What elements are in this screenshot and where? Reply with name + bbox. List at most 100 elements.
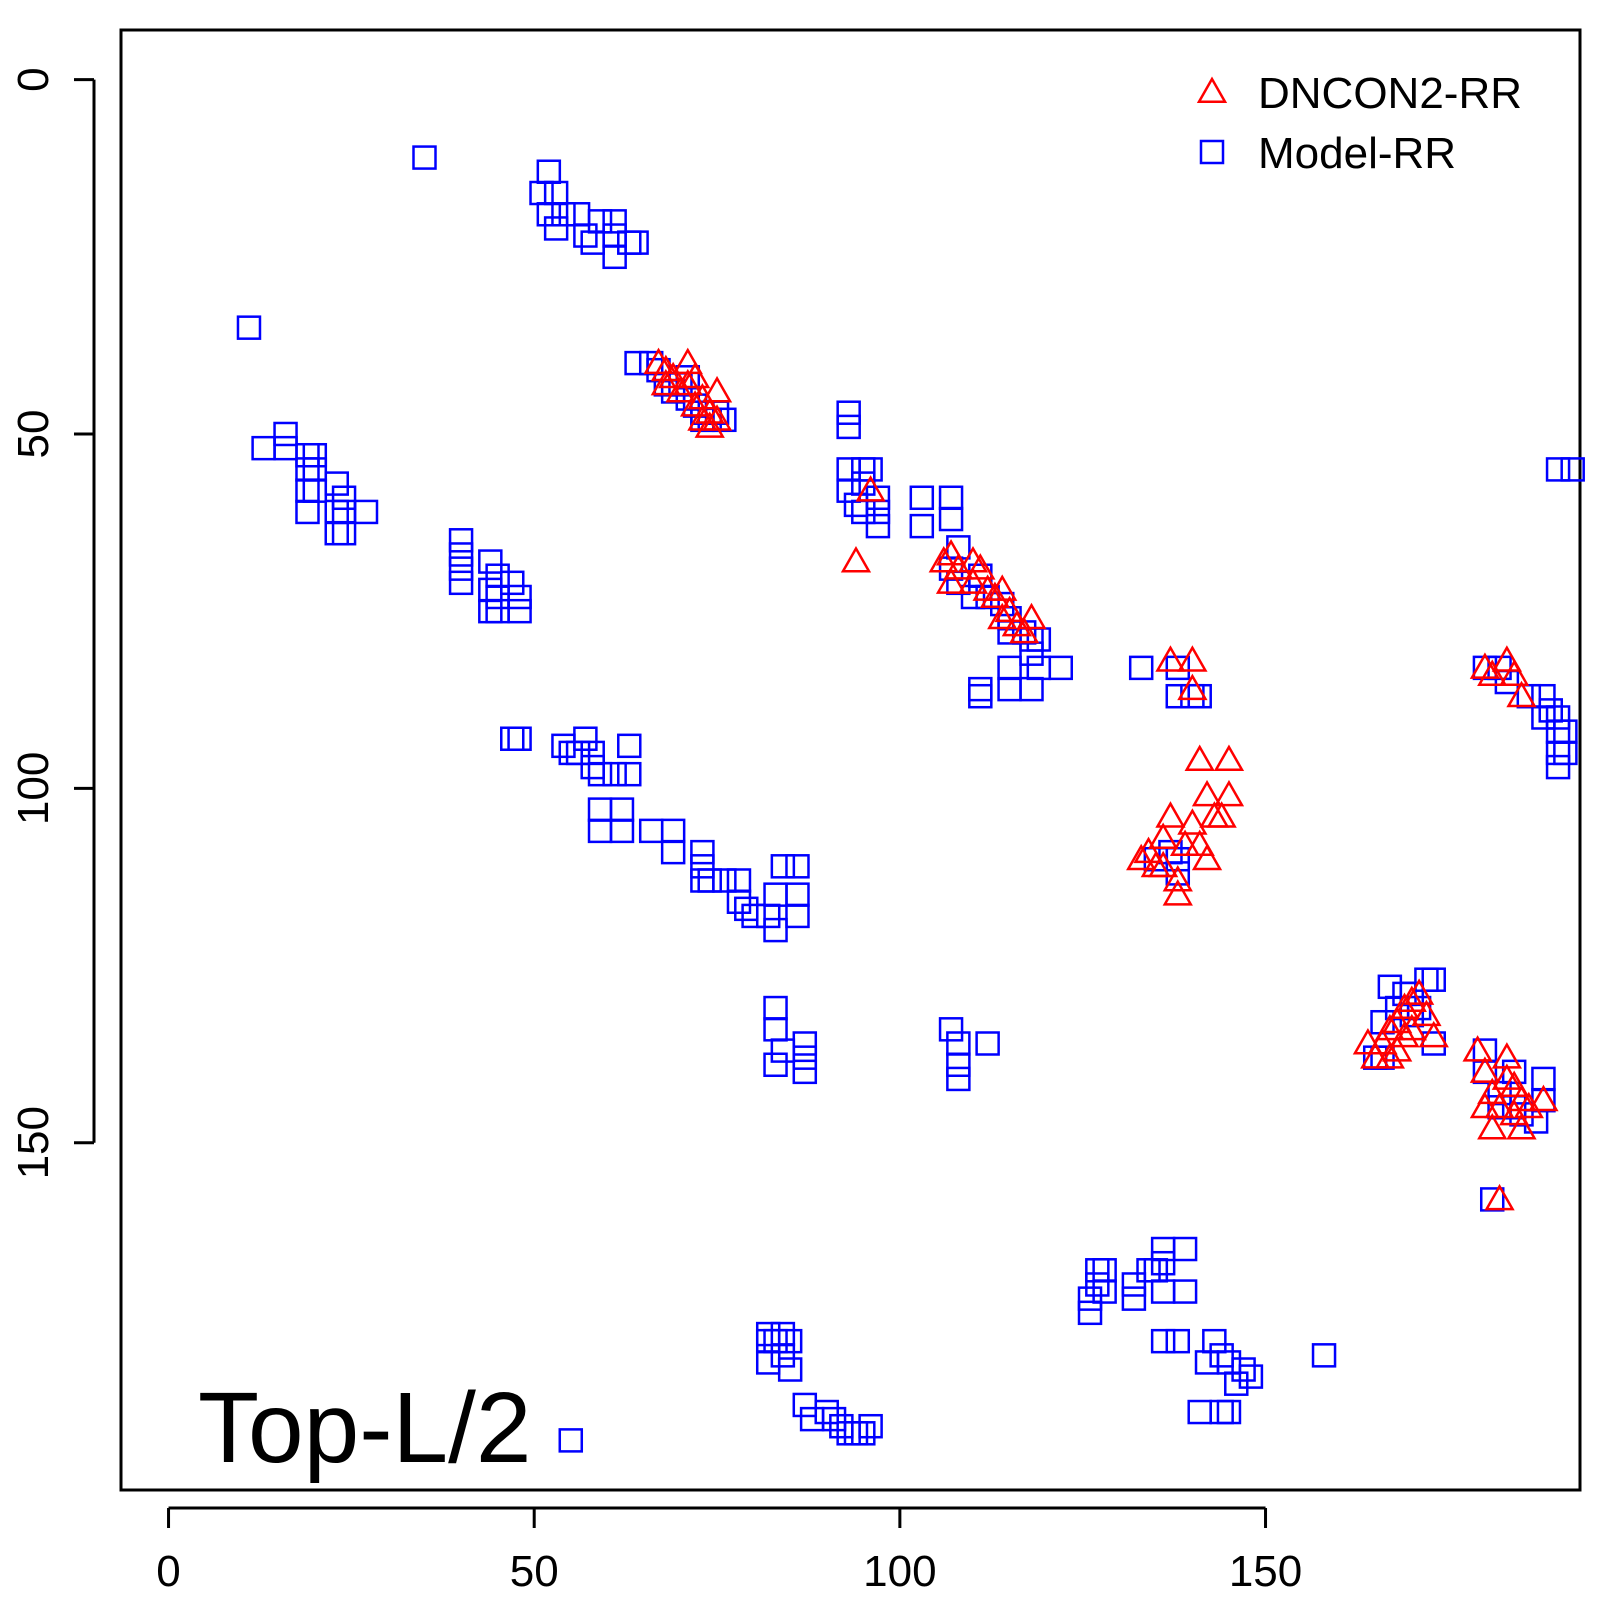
data-point-square — [785, 854, 810, 879]
data-point-square — [507, 584, 532, 610]
data-point-square — [1150, 1236, 1176, 1262]
data-point-square — [792, 1392, 818, 1418]
data-point-triangle — [1367, 1027, 1398, 1055]
data-point-triangle — [1469, 652, 1501, 679]
data-point-square — [975, 1031, 1000, 1056]
data-point-triangle — [687, 404, 718, 431]
data-point-square — [1545, 705, 1571, 730]
data-point-triangle — [1213, 744, 1245, 771]
data-point-triangle — [694, 411, 725, 438]
data-point-triangle — [1491, 645, 1523, 672]
data-point-triangle — [1382, 1035, 1413, 1062]
data-point-square — [573, 726, 598, 751]
data-point-square — [712, 868, 737, 893]
series-model-rr — [236, 145, 1585, 1453]
data-point-square — [558, 740, 584, 766]
data-point-square — [529, 180, 554, 206]
data-point-triangle — [643, 347, 674, 375]
data-point-triangle — [1382, 1006, 1413, 1034]
data-point-square — [1165, 1328, 1191, 1354]
data-point-square — [1019, 676, 1044, 702]
data-point-square — [1531, 705, 1556, 730]
data-point-square — [448, 556, 474, 581]
data-point-triangle — [1177, 808, 1208, 835]
data-point-square — [755, 1350, 781, 1375]
data-point-triangle — [1484, 1183, 1515, 1211]
data-point-square — [617, 733, 642, 759]
data-point-square — [587, 818, 613, 844]
data-point-square — [565, 202, 591, 227]
data-point-square — [251, 435, 276, 461]
data-point-square — [1128, 655, 1154, 681]
data-point-square — [938, 506, 964, 532]
data-point-square — [1092, 1279, 1117, 1304]
data-point-square — [1216, 1399, 1242, 1425]
data-point-square — [968, 683, 993, 709]
data-point-square — [587, 761, 613, 787]
data-point-square — [1421, 967, 1446, 992]
series-dncon2-rr — [643, 347, 1559, 1211]
data-point-square — [236, 315, 262, 340]
data-point-triangle — [1499, 659, 1530, 686]
data-point-square — [829, 1413, 854, 1439]
legend-marker-triangle — [1196, 76, 1228, 103]
data-point-square — [843, 1421, 869, 1446]
data-point-square — [580, 230, 605, 255]
data-point-square — [448, 542, 474, 567]
data-point-triangle — [1133, 836, 1164, 864]
data-point-square — [909, 485, 935, 511]
data-point-square — [1187, 1399, 1212, 1425]
data-point-triangle — [965, 553, 996, 580]
data-point-square — [573, 223, 598, 248]
data-point-square — [697, 868, 722, 893]
data-point-square — [1311, 1343, 1337, 1368]
data-point-square — [938, 1017, 964, 1042]
data-point-triangle — [840, 546, 872, 573]
data-point-triangle — [972, 574, 1003, 601]
data-point-triangle — [1009, 616, 1040, 644]
data-point-square — [726, 889, 752, 914]
data-point-square — [543, 180, 569, 206]
data-point-square — [609, 797, 635, 822]
data-point-square — [602, 209, 627, 234]
data-point-square — [1150, 1279, 1176, 1304]
data-point-triangle — [1469, 1056, 1501, 1083]
data-point-triangle — [1477, 1077, 1508, 1105]
data-point-square — [507, 598, 532, 624]
data-point-square — [865, 513, 891, 539]
data-point-triangle — [665, 375, 696, 403]
data-point-square — [763, 995, 788, 1021]
data-point-square — [946, 1031, 971, 1056]
data-point-square — [324, 520, 349, 546]
data-point-triangle — [1484, 1091, 1515, 1119]
data-point-square — [1224, 1371, 1249, 1396]
data-point-triangle — [943, 553, 974, 580]
data-point-triangle — [1477, 659, 1508, 686]
data-point-square — [1077, 1300, 1103, 1326]
data-point-square — [587, 797, 613, 822]
data-point-square — [836, 1421, 861, 1446]
data-point-square — [660, 818, 686, 844]
data-point-square — [1202, 1328, 1227, 1354]
data-point-square — [302, 442, 328, 468]
data-point-square — [1238, 1364, 1264, 1389]
data-point-square — [331, 485, 357, 511]
data-point-square — [580, 754, 605, 780]
data-point-triangle — [1147, 850, 1179, 878]
data-point-triangle — [1001, 609, 1033, 637]
data-point-square — [485, 563, 510, 588]
data-point-square — [551, 202, 576, 227]
data-point-square — [543, 216, 569, 241]
data-point-triangle — [1126, 843, 1157, 871]
data-point-square — [1545, 719, 1571, 744]
data-point-square — [1377, 974, 1403, 1000]
data-point-square — [865, 485, 891, 511]
y-tick-label: 50 — [9, 410, 58, 459]
data-point-square — [485, 584, 510, 610]
data-point-square — [1216, 1350, 1242, 1375]
data-point-square — [602, 244, 627, 270]
data-point-triangle — [1396, 985, 1427, 1012]
data-point-square — [858, 457, 883, 482]
data-point-triangle — [1374, 1013, 1406, 1041]
data-point-square — [1150, 1250, 1176, 1276]
